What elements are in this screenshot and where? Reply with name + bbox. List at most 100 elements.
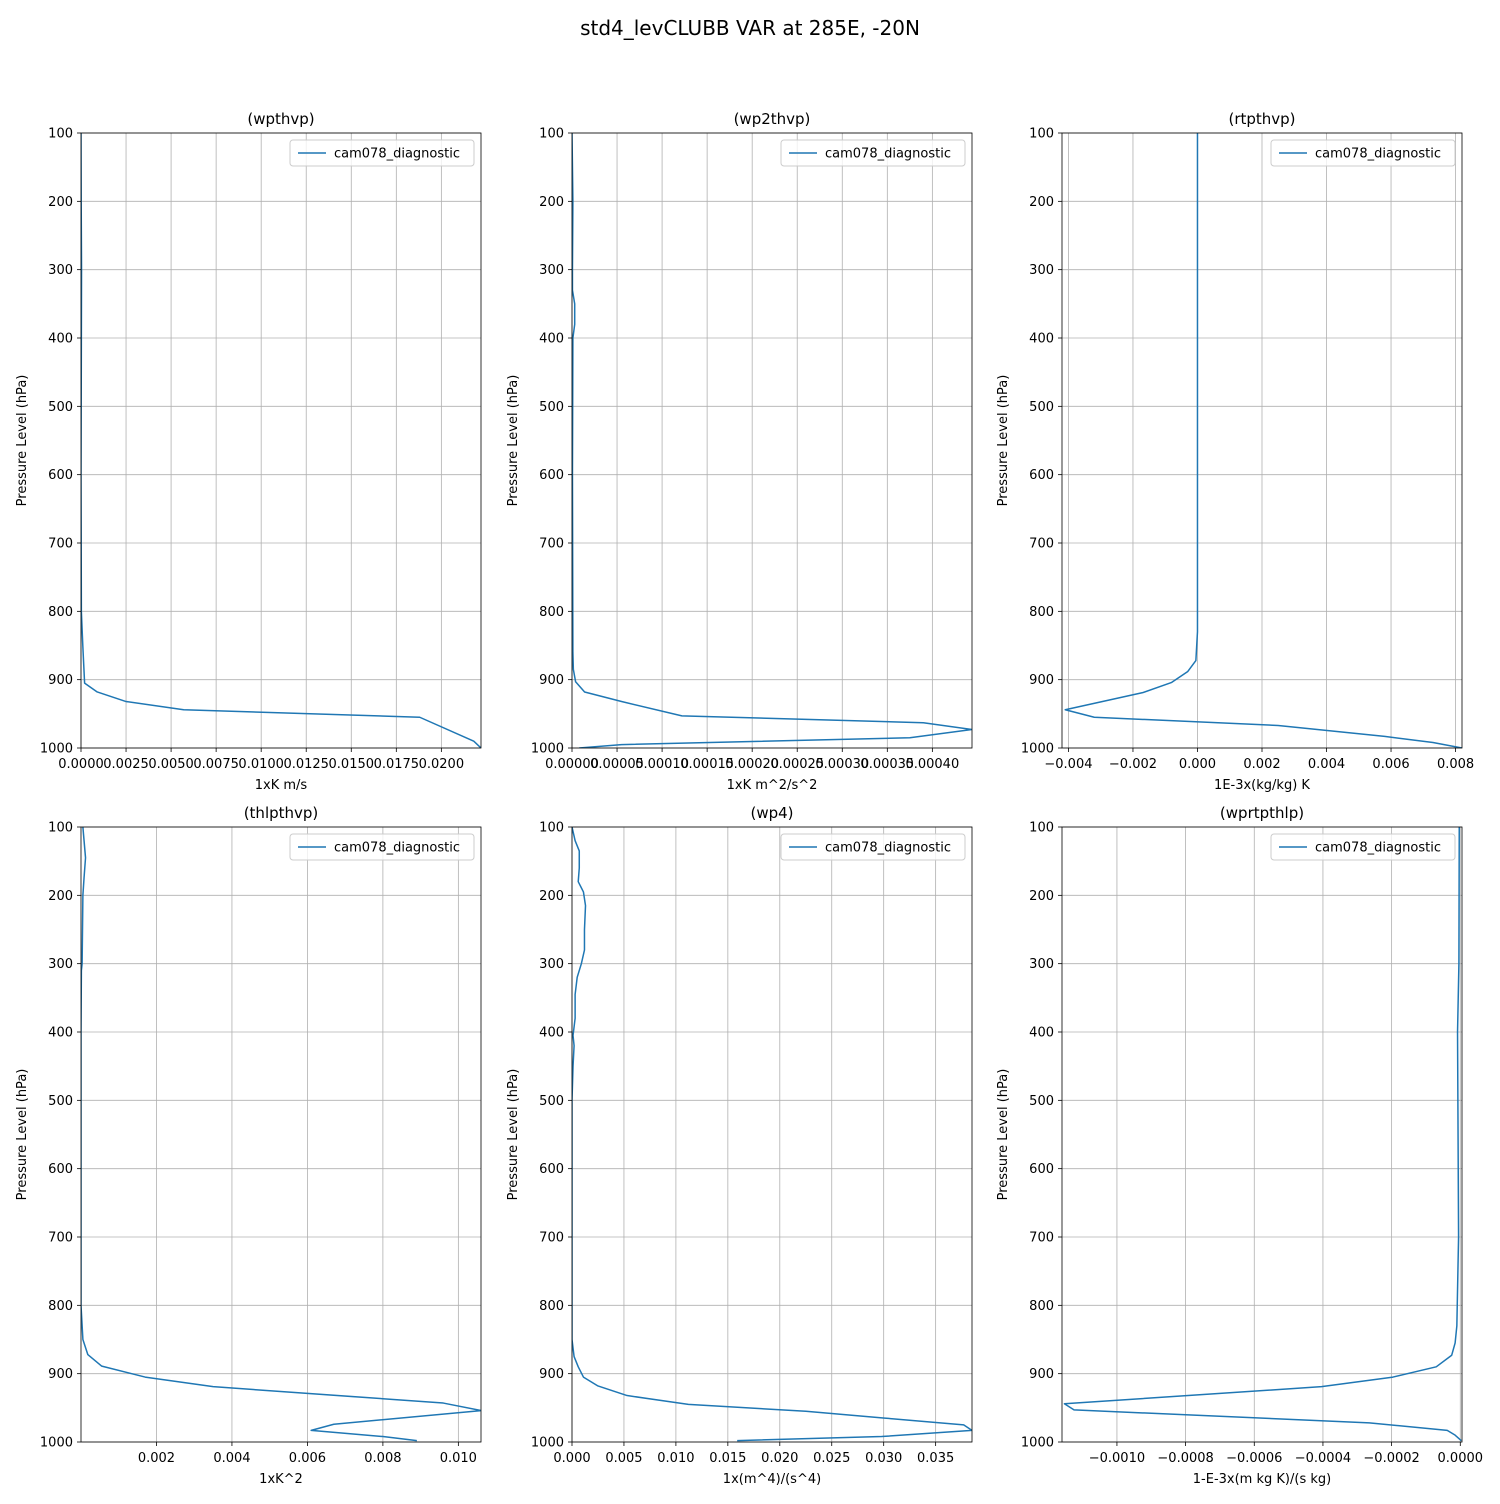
x-tick-label: 0.006 [1372,757,1409,772]
x-tick-label: 0.010 [440,1451,477,1466]
x-tick-label: 0.004 [1308,757,1345,772]
y-axis-label: Pressure Level (hPa) [996,1069,1011,1201]
x-axis-label: 1xK m/s [255,778,308,793]
y-axis-label: Pressure Level (hPa) [506,375,521,507]
y-tick-label: 600 [48,1162,73,1177]
x-tick-label: 0.00040 [905,757,959,772]
x-tick-label: −0.0010 [1089,1451,1145,1466]
legend: cam078_diagnostic [1270,833,1456,861]
y-tick-label: 100 [539,821,564,836]
legend: cam078_diagnostic [289,139,475,167]
x-tick-label: 0.0050 [148,757,194,772]
x-tick-label: 0.035 [917,1451,954,1466]
y-axis-label: Pressure Level (hPa) [15,1069,30,1201]
y-tick-label: 300 [1029,957,1054,972]
x-tick-label: −0.0002 [1363,1451,1419,1466]
x-tick-label: 0.008 [1437,757,1474,772]
x-axis-label: 1x(m^4)/(s^4) [723,1472,821,1487]
legend-label: cam078_diagnostic [825,841,951,856]
x-tick-label: 0.000 [553,1451,590,1466]
y-tick-label: 800 [539,1299,564,1314]
y-tick-label: 1000 [1021,742,1054,757]
y-tick-label: 800 [48,1299,73,1314]
y-tick-label: 900 [539,673,564,688]
x-tick-label: 0.006 [289,1451,326,1466]
y-tick-label: 700 [539,1231,564,1246]
x-tick-label: 0.015 [709,1451,746,1466]
axes-frame [571,132,973,749]
x-tick-label: 0.004 [213,1451,250,1466]
subplot-5: 0.000 0.005 0.010 0.015 0.020 0.025 0.030 0.035… [506,804,973,1487]
x-tick-label: 0.005 [605,1451,642,1466]
y-tick-label: 300 [48,263,73,278]
legend-box [1270,139,1456,167]
y-tick-label: 1000 [531,742,564,757]
x-tick-label: 0.00035 [860,757,914,772]
x-tick-label: 0.0100 [238,757,284,772]
x-tick-label: 0.00015 [680,757,734,772]
series-line-cam078_diagnostic [1063,827,1462,1442]
x-tick-label: −0.004 [1044,757,1092,772]
y-tick-label: 100 [1029,821,1054,836]
legend: cam078_diagnostic [780,833,966,861]
series-line-cam078_diagnostic [572,827,972,1442]
x-tick-label: 0.00025 [770,757,824,772]
x-axis-label: 1xK m^2/s^2 [727,778,818,793]
y-tick-label: 100 [48,127,73,142]
x-tick-label: 0.030 [865,1451,902,1466]
y-tick-label: 300 [48,957,73,972]
y-tick-label: 100 [539,127,564,142]
x-axis-label: 1xK^2 [259,1472,303,1487]
figure-title: std4_levCLUBB VAR at 285E, -20N [580,16,920,40]
subplot-title: (rtpthvp) [1228,110,1295,128]
legend: cam078_diagnostic [289,833,475,861]
y-tick-label: 500 [539,1094,564,1109]
y-tick-label: 400 [539,1026,564,1041]
x-tick-label: 0.00010 [635,757,689,772]
legend-box [780,833,966,861]
y-tick-label: 500 [48,400,73,415]
y-tick-label: 200 [539,889,564,904]
y-tick-label: 1000 [1021,1436,1054,1451]
x-tick-label: 0.00030 [815,757,869,772]
series-line-cam078_diagnostic [81,827,481,1442]
y-tick-label: 200 [539,195,564,210]
y-tick-label: 900 [1029,673,1054,688]
y-tick-label: 200 [48,889,73,904]
x-axis-label: 1-E-3x(m kg K)/(s kg) [1193,1472,1331,1487]
y-tick-label: 800 [48,605,73,620]
y-tick-label: 600 [1029,1162,1054,1177]
x-tick-label: 0.00000 [545,757,599,772]
series-line-cam078_diagnostic [81,133,481,748]
x-tick-label: 0.0000 [58,757,104,772]
legend-label: cam078_diagnostic [334,841,460,856]
legend-label: cam078_diagnostic [1315,147,1441,162]
y-tick-label: 1000 [40,742,73,757]
axes-frame [571,826,973,1443]
y-tick-label: 900 [539,1367,564,1382]
y-tick-label: 700 [1029,1231,1054,1246]
x-tick-label: 0.0150 [329,757,375,772]
legend-label: cam078_diagnostic [334,147,460,162]
series-line-cam078_diagnostic [572,133,972,748]
legend: cam078_diagnostic [1270,139,1456,167]
x-tick-label: 0.020 [761,1451,798,1466]
y-tick-label: 500 [1029,400,1054,415]
x-tick-label: 0.0200 [419,757,465,772]
subplot-2: 0.000000.000050.000100.000150.000200.000… [506,110,973,793]
y-tick-label: 300 [539,957,564,972]
y-tick-label: 400 [539,332,564,347]
axes-frame [1061,826,1463,1443]
x-tick-label: 0.0000 [1438,1451,1484,1466]
y-tick-label: 500 [48,1094,73,1109]
subplot-4: 0.002 0.004 0.006 0.008 0.010 100 200 300 400 500… [15,804,482,1487]
y-tick-label: 100 [1029,127,1054,142]
x-tick-label: 0.0025 [103,757,149,772]
y-tick-label: 400 [1029,332,1054,347]
subplot-title: (wp4) [750,804,793,822]
y-tick-label: 900 [48,673,73,688]
legend-box [289,139,475,167]
subplot-3: −0.004 −0.002 0.000 0.002 0.004 0.006 0.008 100… [996,110,1474,793]
